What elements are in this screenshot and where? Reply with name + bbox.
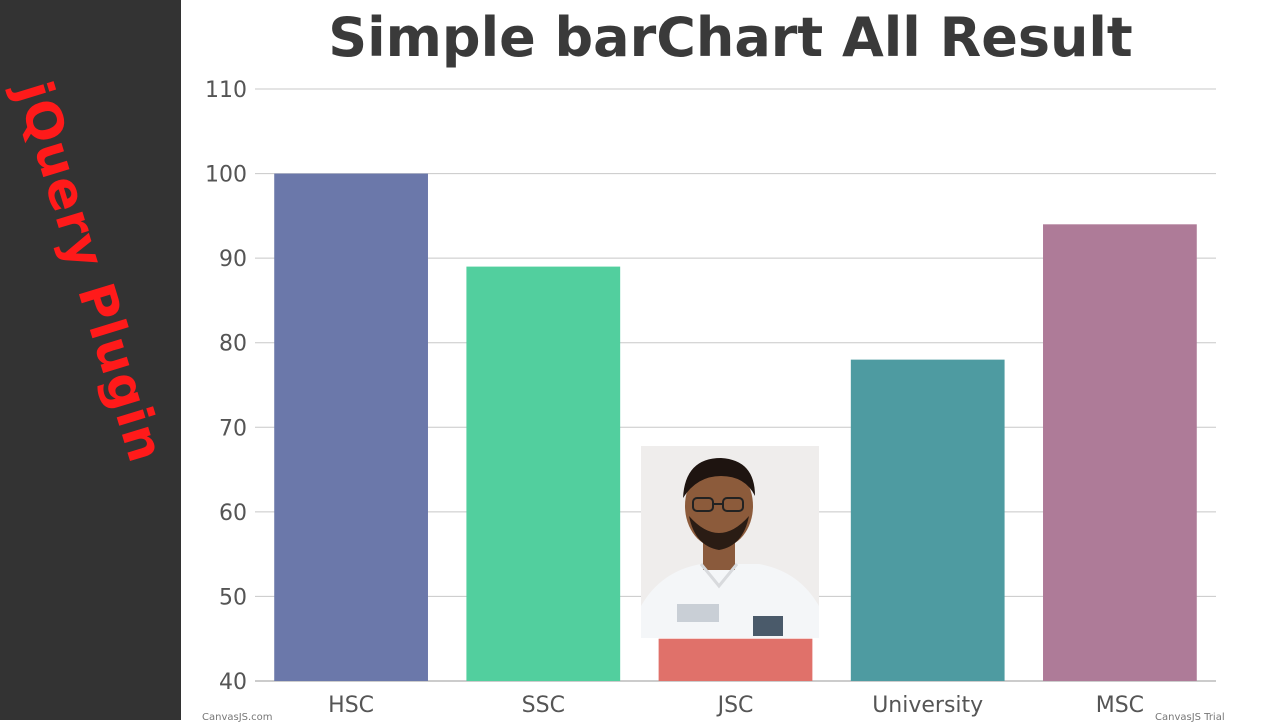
bar-ssc xyxy=(466,266,621,681)
bar-jsc xyxy=(658,638,813,681)
credit-right: CanvasJS Trial xyxy=(1155,712,1225,723)
credit-left: CanvasJS.com xyxy=(202,712,273,723)
x-tick-label: MSC xyxy=(1096,693,1144,718)
x-tick-label: University xyxy=(872,693,983,718)
profile-photo xyxy=(641,446,819,638)
x-tick-label: HSC xyxy=(328,693,374,718)
sidebar: jQuery Plugin xyxy=(0,0,181,720)
y-tick-label: 80 xyxy=(219,332,247,357)
bar-msc xyxy=(1043,224,1197,682)
bar-hsc xyxy=(274,173,428,682)
x-tick-label: SSC xyxy=(522,693,565,718)
chart-title: Simple barChart All Result xyxy=(328,6,1133,69)
y-tick-label: 40 xyxy=(219,670,247,695)
y-tick-label: 50 xyxy=(219,585,247,610)
y-tick-label: 70 xyxy=(219,416,247,441)
y-tick-label: 110 xyxy=(205,78,247,103)
y-tick-label: 60 xyxy=(219,501,247,526)
x-tick-label: JSC xyxy=(716,693,754,718)
y-tick-label: 90 xyxy=(219,247,247,272)
y-tick-label: 100 xyxy=(205,163,247,188)
bar-university xyxy=(850,359,1005,681)
